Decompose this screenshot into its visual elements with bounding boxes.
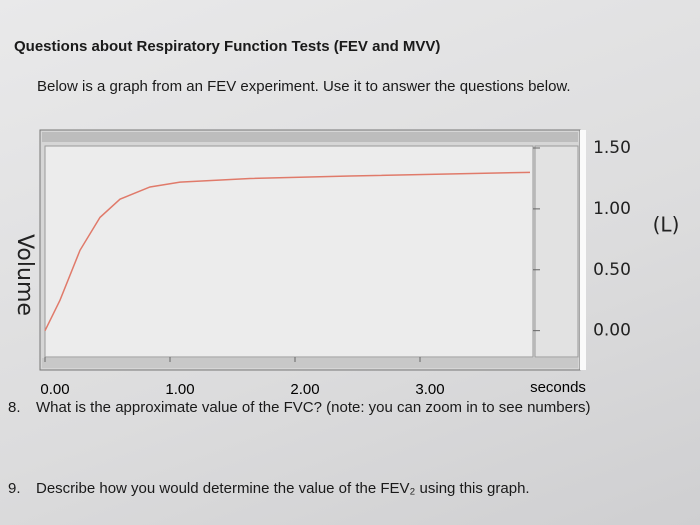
x-tick-label: 3.00 [415, 381, 444, 398]
paper-margin [580, 130, 586, 370]
question-text: Describe how you would determine the val… [36, 480, 530, 497]
question-text: What is the approximate value of the FVC… [36, 399, 591, 416]
title: Questions about Respiratory Function Tes… [14, 38, 441, 55]
y-tick-label: 1.50 [593, 138, 631, 158]
x-tick-label: 2.00 [290, 381, 319, 398]
y-tick-label: 0.00 [593, 321, 631, 341]
intro-text: Below is a graph from an FEV experiment.… [37, 78, 571, 95]
question-number: 9. [8, 480, 21, 497]
chart-header [42, 132, 578, 142]
y-unit-label: (L) [653, 213, 680, 237]
y-tick-label: 0.50 [593, 260, 631, 280]
bottom-axis-strip [42, 358, 578, 368]
x-axis-label: seconds [530, 379, 586, 396]
x-tick-label: 1.00 [165, 381, 194, 398]
y-axis-label: Volume [12, 234, 37, 316]
y-tick-label: 1.00 [593, 199, 631, 219]
x-tick-label: 0.00 [40, 381, 69, 398]
question-number: 8. [8, 399, 21, 416]
question: 8. What is the approximate value of the F… [8, 399, 608, 417]
data-line [44, 171, 531, 331]
right-axis-panel [534, 145, 579, 358]
plot-area [44, 145, 534, 358]
question: 9. Describe how you would determine the v… [8, 480, 608, 498]
